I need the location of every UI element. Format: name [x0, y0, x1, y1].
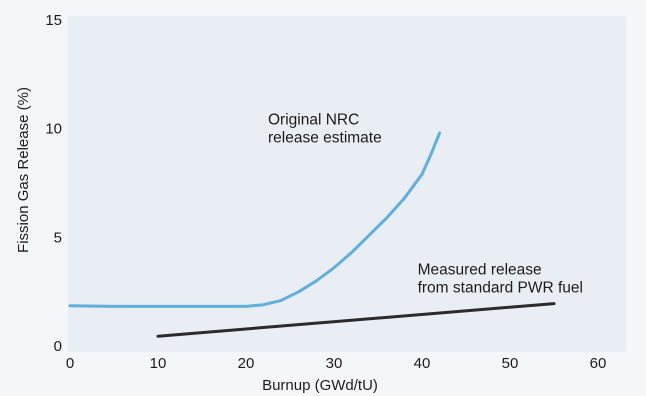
- y-tick-labels: 0 5 10 15: [45, 12, 62, 355]
- y-axis-label: Fission Gas Release (%): [15, 87, 32, 253]
- x-tick-labels: 0 10 20 30 40 50 60: [66, 355, 607, 372]
- y-tick-label: 0: [54, 338, 62, 355]
- measured-release-line: [156, 302, 556, 338]
- x-axis-label: Burnup (GWd/tU): [262, 377, 378, 394]
- x-tick-label: 0: [66, 355, 74, 372]
- nrc-estimate-line: [68, 131, 442, 308]
- x-tick-label: 10: [150, 355, 167, 372]
- x-tick-label: 40: [414, 355, 431, 372]
- nrc-estimate-annotation: Original NRC release estimate: [268, 111, 382, 146]
- x-tick-label: 60: [590, 355, 607, 372]
- series-layer: [68, 131, 556, 338]
- plot-panel: [68, 16, 626, 352]
- x-tick-label: 50: [502, 355, 519, 372]
- measured-release-annotation: Measured release from standard PWR fuel: [418, 261, 583, 296]
- y-tick-label: 5: [54, 229, 62, 246]
- y-tick-label: 15: [45, 12, 62, 29]
- annotations: Original NRC release estimate Measured rel…: [268, 111, 583, 296]
- x-tick-label: 20: [238, 355, 255, 372]
- x-tick-label: 30: [326, 355, 343, 372]
- y-tick-label: 10: [45, 121, 62, 138]
